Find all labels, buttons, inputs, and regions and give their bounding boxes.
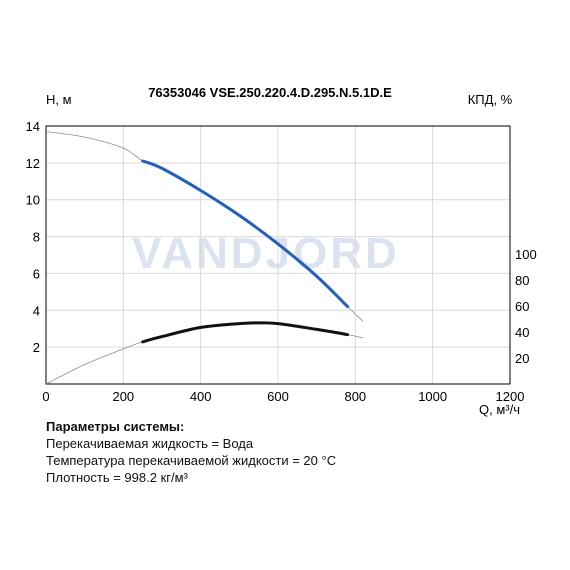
grid xyxy=(46,126,510,384)
x-tick-label: 200 xyxy=(112,389,134,404)
y2-tick-label: 40 xyxy=(515,325,529,340)
x-tick-label: 1200 xyxy=(496,389,525,404)
x-tick-label: 400 xyxy=(190,389,212,404)
y-tick-label: 2 xyxy=(33,340,40,355)
x-axis-label: Q, м³/ч xyxy=(479,402,520,417)
y-tick-label: 6 xyxy=(33,266,40,281)
system-parameters-title: Параметры системы: xyxy=(46,419,185,434)
y2-tick-label: 100 xyxy=(515,247,537,262)
x-tick-labels: 0 200 400 600 800 1000 1200 xyxy=(42,389,524,404)
y2-tick-label: 80 xyxy=(515,273,529,288)
system-parameters: Параметры системы: Перекачиваемая жидкос… xyxy=(46,418,336,486)
param-temperature: Температура перекачиваемой жидкости = 20… xyxy=(46,453,337,468)
x-tick-label: 0 xyxy=(42,389,49,404)
x-tick-label: 1000 xyxy=(418,389,447,404)
y-tick-label: 10 xyxy=(26,193,40,208)
head-curve-operating xyxy=(141,159,350,309)
y-tick-label: 8 xyxy=(33,230,40,245)
y-tick-labels: 2 4 6 8 10 12 14 xyxy=(26,119,40,355)
pump-chart: VANDJORD 0 200 400 600 800 1000 1200 2 4 6 8 10 12 1… xyxy=(26,85,537,417)
x-tick-label: 600 xyxy=(267,389,289,404)
y2-tick-labels: 20 40 60 80 100 xyxy=(515,247,537,366)
y2-axis-label: КПД, % xyxy=(468,92,513,107)
watermark: VANDJORD xyxy=(132,229,400,278)
y-axis-label: H, м xyxy=(46,92,72,107)
curves xyxy=(45,131,364,385)
param-density: Плотность = 998.2 кг/м³ xyxy=(46,470,188,485)
y-tick-label: 14 xyxy=(26,119,40,134)
y-tick-label: 4 xyxy=(33,303,40,318)
y2-tick-label: 60 xyxy=(515,299,529,314)
chart-title: 76353046 VSE.250.220.4.D.295.N.5.1D.E xyxy=(148,85,392,100)
plot-frame xyxy=(45,125,511,385)
y-tick-label: 12 xyxy=(26,156,40,171)
efficiency-curve-operating xyxy=(141,321,350,344)
y2-tick-label: 20 xyxy=(515,351,529,366)
head-curve-full xyxy=(45,131,364,322)
param-fluid: Перекачиваемая жидкость = Вода xyxy=(46,436,254,451)
efficiency-curve-full xyxy=(45,322,364,385)
x-tick-label: 800 xyxy=(344,389,366,404)
